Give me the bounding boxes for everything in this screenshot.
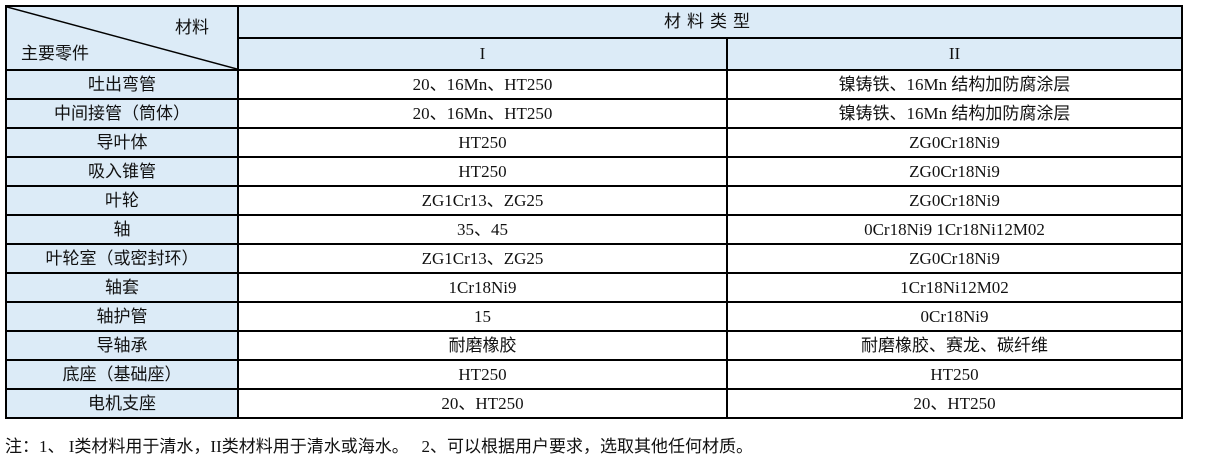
type-ii-cell: ZG0Cr18Ni9 bbox=[726, 127, 1183, 158]
table-row: 电机支座 20、HT250 20、HT250 bbox=[5, 388, 1183, 419]
table-row: 叶轮 ZG1Cr13、ZG25 ZG0Cr18Ni9 bbox=[5, 185, 1183, 216]
material-type-header: 材料类型 bbox=[237, 5, 1183, 39]
part-cell: 轴套 bbox=[5, 272, 239, 303]
type-ii-cell: 镍铸铁、16Mn 结构加防腐涂层 bbox=[726, 69, 1183, 100]
type-ii-cell: ZG0Cr18Ni9 bbox=[726, 243, 1183, 274]
table-row: 轴 35、45 0Cr18Ni9 1Cr18Ni12M02 bbox=[5, 214, 1183, 245]
type-i-cell: 20、16Mn、HT250 bbox=[237, 98, 728, 129]
type-i-cell: 35、45 bbox=[237, 214, 728, 245]
part-cell: 轴 bbox=[5, 214, 239, 245]
corner-top-label: 材料 bbox=[175, 18, 209, 37]
table-row: 导轴承 耐磨橡胶 耐磨橡胶、赛龙、碳纤维 bbox=[5, 330, 1183, 361]
part-cell: 吐出弯管 bbox=[5, 69, 239, 100]
type-i-cell: 15 bbox=[237, 301, 728, 332]
col-header-i: I bbox=[237, 37, 728, 71]
part-cell: 导轴承 bbox=[5, 330, 239, 361]
type-ii-cell: 0Cr18Ni9 1Cr18Ni12M02 bbox=[726, 214, 1183, 245]
type-ii-cell: 镍铸铁、16Mn 结构加防腐涂层 bbox=[726, 98, 1183, 129]
part-cell: 中间接管（筒体） bbox=[5, 98, 239, 129]
footnote: 注：1、 I类材料用于清水，II类材料用于清水或海水。 2、可以根据用户要求，选… bbox=[5, 437, 753, 456]
table-row: 轴套 1Cr18Ni9 1Cr18Ni12M02 bbox=[5, 272, 1183, 303]
type-i-cell: 1Cr18Ni9 bbox=[237, 272, 728, 303]
type-i-cell: 耐磨橡胶 bbox=[237, 330, 728, 361]
part-cell: 叶轮室（或密封环） bbox=[5, 243, 239, 274]
materials-table: 材料 主要零件 材料类型 I II 吐出弯管 20、16Mn、HT250 镍铸铁、1… bbox=[5, 5, 1183, 419]
corner-header-cell: 材料 主要零件 bbox=[5, 5, 239, 71]
table-row: 导叶体 HT250 ZG0Cr18Ni9 bbox=[5, 127, 1183, 158]
type-i-cell: HT250 bbox=[237, 359, 728, 390]
part-cell: 叶轮 bbox=[5, 185, 239, 216]
part-cell: 吸入锥管 bbox=[5, 156, 239, 187]
type-ii-cell: 0Cr18Ni9 bbox=[726, 301, 1183, 332]
part-cell: 轴护管 bbox=[5, 301, 239, 332]
type-ii-cell: 20、HT250 bbox=[726, 388, 1183, 419]
type-ii-cell: HT250 bbox=[726, 359, 1183, 390]
table-row: 中间接管（筒体） 20、16Mn、HT250 镍铸铁、16Mn 结构加防腐涂层 bbox=[5, 98, 1183, 129]
type-ii-cell: ZG0Cr18Ni9 bbox=[726, 185, 1183, 216]
type-ii-cell: ZG0Cr18Ni9 bbox=[726, 156, 1183, 187]
type-i-cell: HT250 bbox=[237, 127, 728, 158]
type-i-cell: ZG1Cr13、ZG25 bbox=[237, 185, 728, 216]
table-row: 轴护管 15 0Cr18Ni9 bbox=[5, 301, 1183, 332]
type-ii-cell: 耐磨橡胶、赛龙、碳纤维 bbox=[726, 330, 1183, 361]
table-row: 叶轮室（或密封环） ZG1Cr13、ZG25 ZG0Cr18Ni9 bbox=[5, 243, 1183, 274]
table-row: 底座（基础座） HT250 HT250 bbox=[5, 359, 1183, 390]
diagonal-divider bbox=[7, 7, 237, 69]
table-row: 吐出弯管 20、16Mn、HT250 镍铸铁、16Mn 结构加防腐涂层 bbox=[5, 69, 1183, 100]
col-header-ii: II bbox=[726, 37, 1183, 71]
type-ii-cell: 1Cr18Ni12M02 bbox=[726, 272, 1183, 303]
part-cell: 导叶体 bbox=[5, 127, 239, 158]
type-i-cell: HT250 bbox=[237, 156, 728, 187]
corner-bottom-label: 主要零件 bbox=[21, 44, 89, 63]
table-row: 吸入锥管 HT250 ZG0Cr18Ni9 bbox=[5, 156, 1183, 187]
type-i-cell: 20、HT250 bbox=[237, 388, 728, 419]
part-cell: 底座（基础座） bbox=[5, 359, 239, 390]
type-i-cell: 20、16Mn、HT250 bbox=[237, 69, 728, 100]
part-cell: 电机支座 bbox=[5, 388, 239, 419]
type-i-cell: ZG1Cr13、ZG25 bbox=[237, 243, 728, 274]
